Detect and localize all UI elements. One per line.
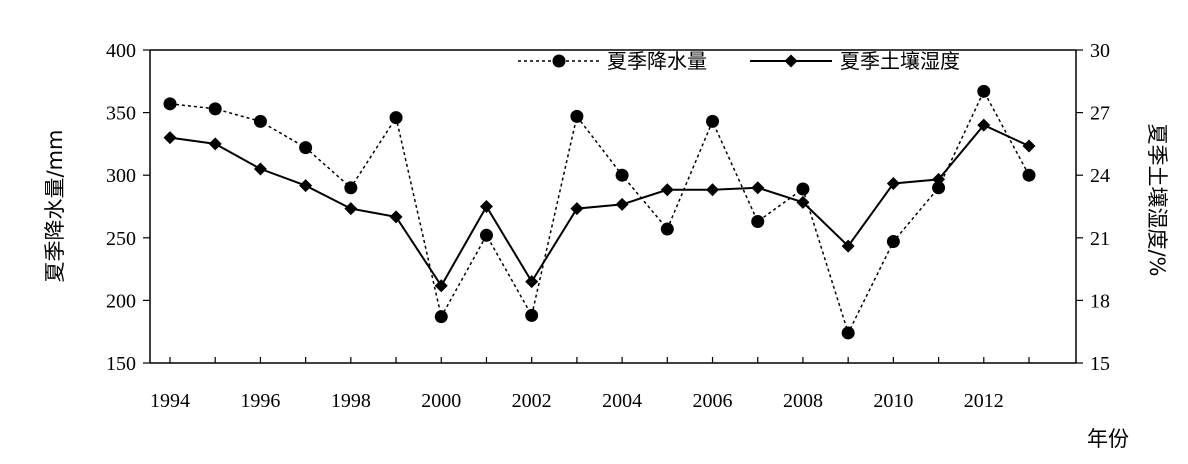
point-precipitation xyxy=(977,84,991,98)
y-axis-title-right: 夏季土壤湿度/% xyxy=(1145,123,1169,276)
point-precipitation xyxy=(479,228,493,242)
x-tick-label: 1994 xyxy=(150,390,190,412)
point-precipitation xyxy=(163,97,177,111)
y-tick-label-left: 250 xyxy=(106,228,136,250)
y-axis-title-left: 夏季降水量/mm xyxy=(43,130,67,283)
x-tick-label: 2002 xyxy=(512,390,552,412)
point-soil-moisture xyxy=(344,202,358,216)
point-soil-moisture xyxy=(479,200,493,213)
point-precipitation xyxy=(796,182,810,196)
point-precipitation xyxy=(751,215,765,229)
y-tick-label-left: 400 xyxy=(106,40,136,62)
point-soil-moisture xyxy=(977,118,991,132)
point-precipitation xyxy=(299,141,313,155)
legend-label-precipitation: 夏季降水量 xyxy=(607,49,707,73)
x-tick-label: 1998 xyxy=(331,390,371,412)
point-precipitation xyxy=(615,168,629,182)
point-precipitation xyxy=(208,102,222,116)
axes-group xyxy=(149,49,1077,364)
point-precipitation xyxy=(344,181,358,195)
y-tick-label-left: 150 xyxy=(106,353,136,375)
point-soil-moisture xyxy=(163,131,177,145)
y-tick-label-right: 18 xyxy=(1090,290,1110,312)
point-soil-moisture xyxy=(299,179,313,193)
y-tick-label-right: 24 xyxy=(1090,165,1110,187)
point-soil-moisture xyxy=(886,177,900,191)
y-tick-label-left: 350 xyxy=(106,103,136,125)
point-precipitation xyxy=(434,310,448,324)
x-tick-label: 1996 xyxy=(240,390,280,412)
legend-marker-soil-moisture xyxy=(784,54,798,68)
point-precipitation xyxy=(1022,168,1036,182)
point-soil-moisture xyxy=(1022,139,1036,153)
point-soil-moisture xyxy=(660,183,674,197)
point-soil-moisture xyxy=(841,239,855,253)
point-precipitation xyxy=(841,326,855,340)
point-soil-moisture xyxy=(796,195,810,209)
point-precipitation xyxy=(570,109,584,123)
point-soil-moisture xyxy=(389,210,403,224)
point-soil-moisture xyxy=(525,275,539,289)
series-line-soil-moisture xyxy=(169,123,1030,288)
ticks-group: 150 200 250 300 350 400 15 18 21 24 27 30 1994 1996 19… xyxy=(106,40,1110,412)
x-tick-label: 2000 xyxy=(421,390,461,412)
point-precipitation xyxy=(253,114,267,128)
point-soil-moisture xyxy=(208,137,222,151)
point-soil-moisture xyxy=(434,279,448,293)
series-lines-group xyxy=(169,89,1030,336)
legend-marker-precipitation xyxy=(552,54,566,68)
x-axis-title: 年份 xyxy=(1087,427,1129,451)
point-soil-moisture xyxy=(615,197,629,211)
point-precipitation xyxy=(886,235,900,249)
point-precipitation xyxy=(660,222,674,236)
point-precipitation xyxy=(932,181,946,195)
point-soil-moisture xyxy=(932,172,946,186)
y-tick-label-right: 21 xyxy=(1090,228,1110,250)
point-precipitation xyxy=(389,111,403,125)
x-tick-label: 2006 xyxy=(693,390,733,412)
x-tick-label: 2008 xyxy=(783,390,823,412)
y-tick-label-right: 30 xyxy=(1090,40,1110,62)
point-soil-moisture xyxy=(751,181,765,195)
x-tick-label: 2010 xyxy=(873,390,913,412)
point-soil-moisture xyxy=(570,202,584,216)
legend: 夏季降水量 夏季土壤湿度 xyxy=(518,49,960,73)
series-line-precipitation xyxy=(169,89,1030,336)
legend-label-soil-moisture: 夏季土壤湿度 xyxy=(840,49,960,73)
point-soil-moisture xyxy=(253,162,267,176)
point-precipitation xyxy=(525,308,539,322)
markers-group xyxy=(163,84,1036,340)
y-tick-label-left: 200 xyxy=(106,290,136,312)
x-tick-label: 2012 xyxy=(964,390,1004,412)
y-tick-label-right: 15 xyxy=(1090,353,1110,375)
y-tick-label-left: 300 xyxy=(106,165,136,187)
point-precipitation xyxy=(706,114,720,128)
x-tick-label: 2004 xyxy=(602,390,642,412)
point-soil-moisture xyxy=(706,183,720,197)
y-tick-label-right: 27 xyxy=(1090,103,1110,125)
